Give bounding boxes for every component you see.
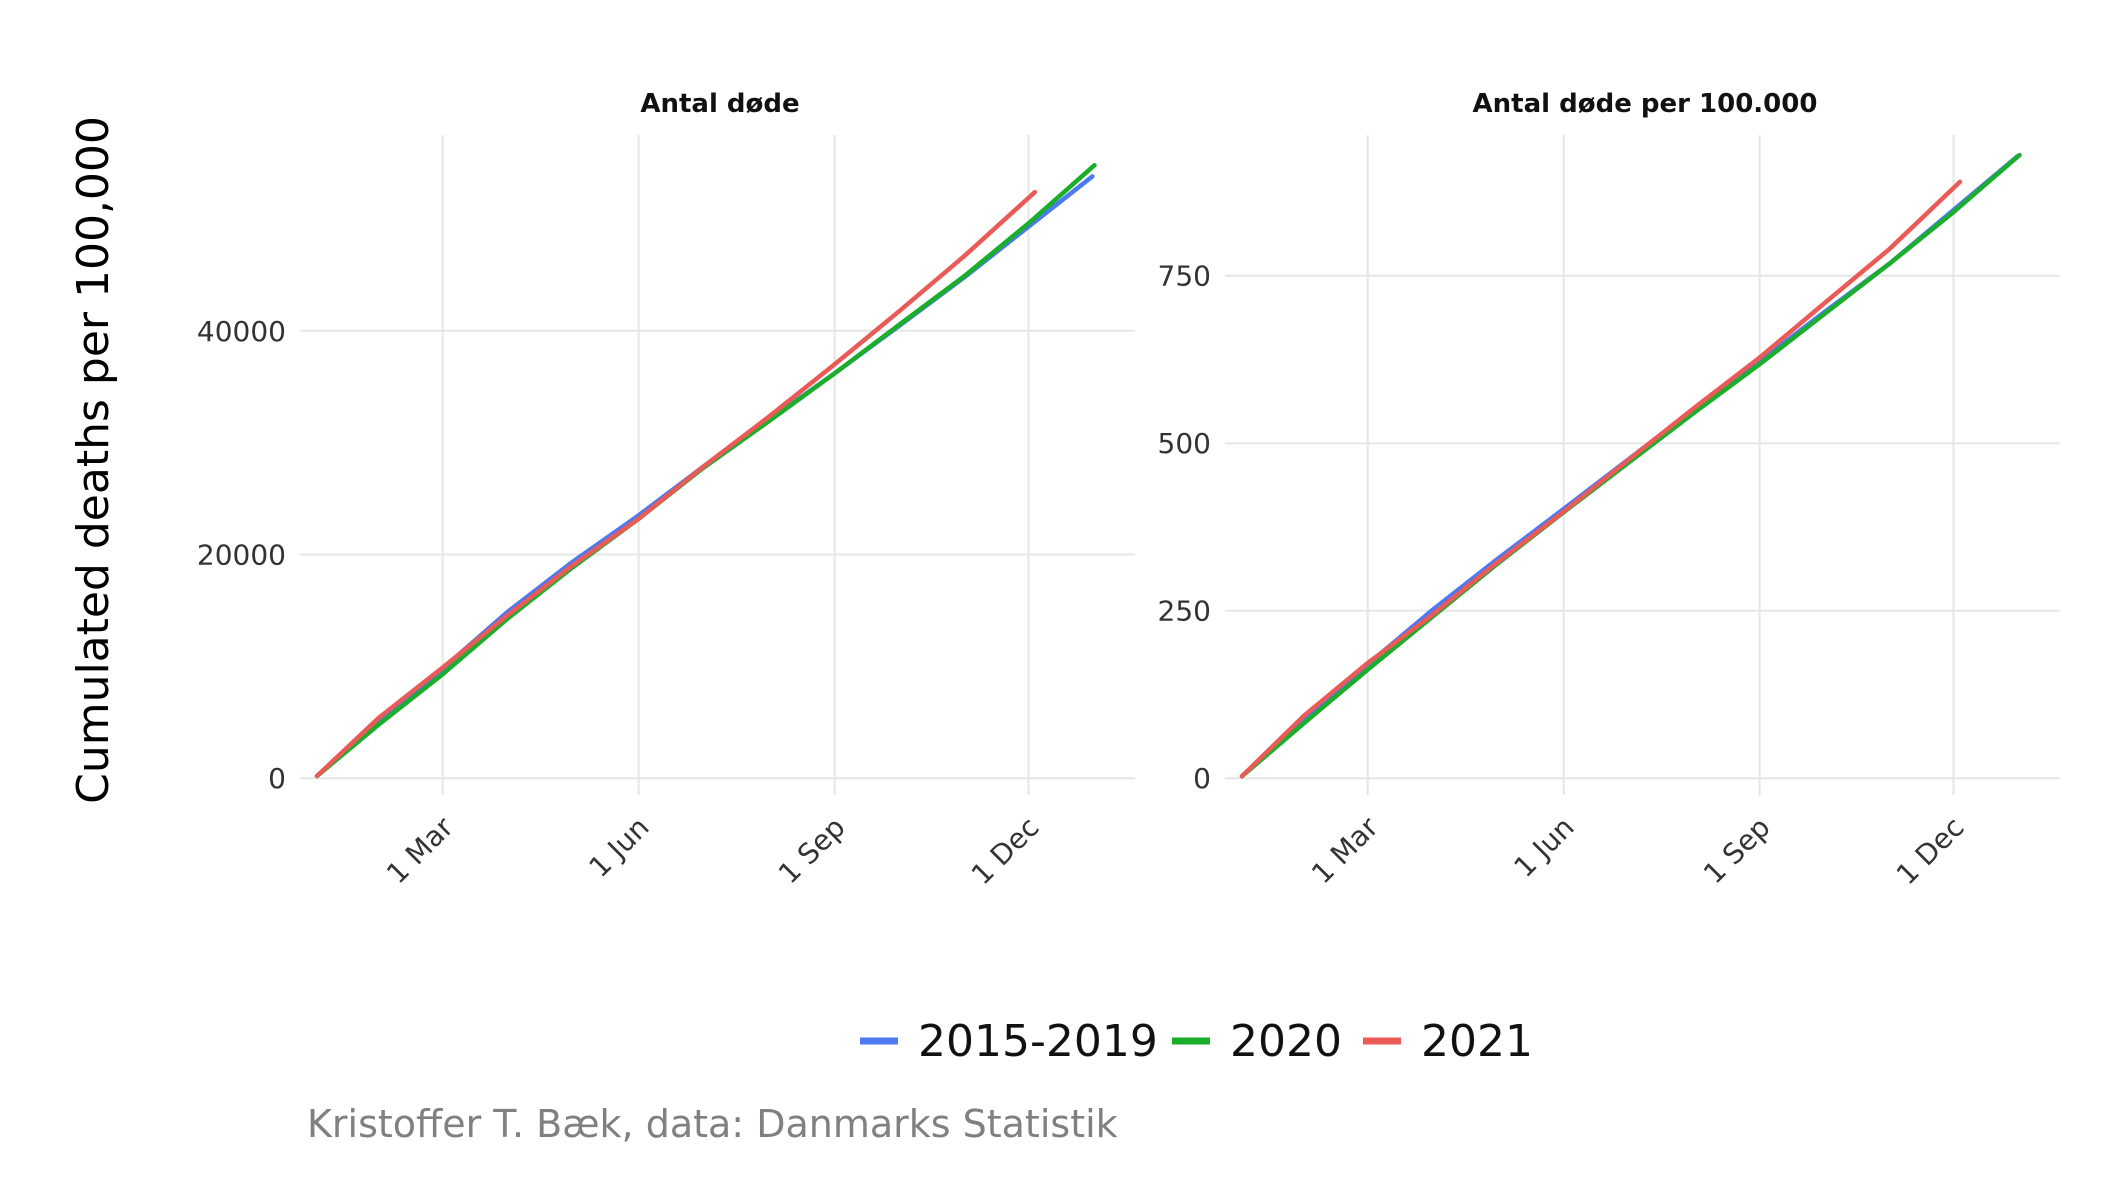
- y-tick-labels: 0 20000 40000: [197, 315, 286, 795]
- legend: 2015-2019 2020 2021: [860, 1016, 1533, 1067]
- x-tick-label: 1 Jun: [1507, 811, 1580, 884]
- x-tick-label: 1 Mar: [1305, 810, 1385, 890]
- series-line-2021: [314, 189, 1038, 779]
- legend-item-2021: 2021: [1363, 1016, 1533, 1067]
- series-lines: [1239, 152, 2022, 779]
- y-tick-labels: 0 250 500 750: [1158, 260, 1211, 796]
- x-tick-label: 1 Sep: [1697, 811, 1777, 891]
- legend-item-2015-2019: 2015-2019: [860, 1016, 1158, 1067]
- y-tick-label: 20000: [197, 538, 286, 571]
- panel-title: Antal døde per 100.000: [1473, 89, 1818, 119]
- caption: Kristoffer T. Bæk, data: Danmarks Statis…: [307, 1102, 1118, 1146]
- series-line-2020: [1239, 152, 2022, 779]
- series-line-2015-2019: [1239, 154, 2020, 779]
- y-tick-label: 0: [268, 762, 286, 795]
- series-lines: [314, 162, 1097, 779]
- x-tick-labels: 1 Mar 1 Jun 1 Sep 1 Dec: [380, 810, 1045, 891]
- y-tick-label: 0: [1193, 762, 1211, 795]
- legend-label-2020: 2020: [1230, 1016, 1342, 1067]
- legend-label-2015-2019: 2015-2019: [918, 1016, 1158, 1067]
- x-tick-label: 1 Dec: [965, 811, 1046, 892]
- x-tick-label: 1 Mar: [380, 810, 460, 890]
- y-tick-label: 500: [1158, 427, 1211, 460]
- legend-item-2020: 2020: [1172, 1016, 1342, 1067]
- y-axis-label: Cumulated deaths per 100,000: [68, 116, 119, 804]
- y-tick-label: 40000: [197, 315, 286, 348]
- x-tick-label: 1 Dec: [1890, 811, 1971, 892]
- series-line-2021: [1239, 179, 1963, 779]
- series-line-2020: [314, 162, 1097, 779]
- legend-label-2021: 2021: [1421, 1016, 1533, 1067]
- x-tick-labels: 1 Mar 1 Jun 1 Sep 1 Dec: [1305, 810, 1970, 891]
- y-tick-label: 250: [1158, 595, 1211, 628]
- grid-lines: [300, 135, 1135, 795]
- x-tick-label: 1 Jun: [582, 811, 655, 884]
- y-tick-label: 750: [1158, 260, 1211, 293]
- x-tick-label: 1 Sep: [772, 811, 852, 891]
- panel-title: Antal døde: [640, 89, 799, 119]
- grid-lines: [1225, 135, 2060, 795]
